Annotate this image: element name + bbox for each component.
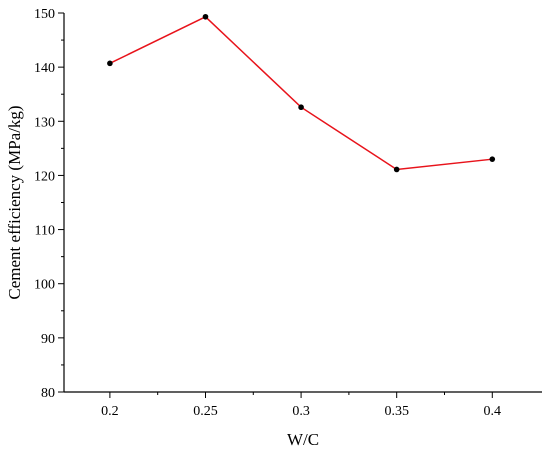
axes-layer [63, 13, 542, 393]
x-tick-label: 0.4 [484, 404, 502, 419]
x-axis-label: W/C [287, 430, 319, 449]
data-point [489, 156, 496, 162]
y-tick-label: 110 [35, 224, 55, 239]
x-tick-label: 0.25 [193, 404, 218, 419]
labels-layer: 80 90 100 110 120 130 140 150 0.2 0.25 0.3 0.35 0.4 [34, 7, 501, 419]
ticks-layer [58, 12, 493, 398]
y-tick-label: 100 [34, 278, 55, 293]
data-point [298, 104, 304, 111]
series-line [109, 15, 493, 171]
y-tick-label: 140 [34, 61, 55, 76]
y-axis-label: Cement efficiency (MPa/kg) [5, 105, 24, 299]
data-point [107, 60, 113, 67]
y-tick-label: 80 [41, 386, 55, 401]
y-tick-label: 150 [34, 7, 55, 22]
data-point [393, 166, 400, 173]
x-tick-label: 0.35 [384, 404, 409, 419]
x-tick-label: 0.2 [101, 404, 119, 419]
series-layer [107, 13, 496, 173]
y-tick-label: 120 [34, 169, 55, 184]
data-point [202, 13, 209, 20]
x-tick-label: 0.3 [292, 404, 310, 419]
y-tick-label: 90 [41, 332, 55, 347]
y-tick-label: 130 [34, 115, 55, 130]
